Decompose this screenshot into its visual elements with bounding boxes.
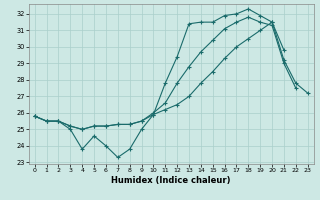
X-axis label: Humidex (Indice chaleur): Humidex (Indice chaleur)	[111, 176, 231, 185]
